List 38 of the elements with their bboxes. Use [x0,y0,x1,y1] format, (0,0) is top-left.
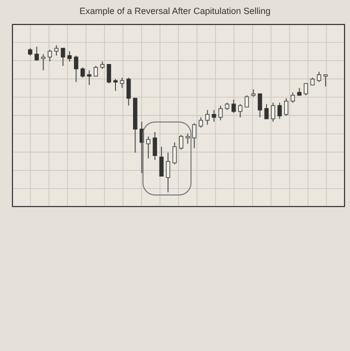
chart-title: Example of a Reversal After Capitulation Selling [78,5,272,18]
candlestick [166,152,170,193]
candlestick [179,134,184,150]
candlestick [284,98,288,116]
candlestick [192,122,196,149]
candlestick [218,105,223,121]
candlestick [238,104,242,118]
candlestick [120,77,124,88]
candlestick [159,146,164,177]
candlestick [126,77,131,106]
candlestick [94,65,98,77]
candlestick [212,109,216,122]
candlestick [34,46,39,61]
candlestick [232,99,236,114]
candlestick [146,136,150,159]
candlestick [244,94,249,108]
candlestick [74,55,78,83]
candlestick [60,48,66,66]
candlestick [304,83,308,96]
candlestick [152,132,158,160]
candlestick [198,116,203,128]
candlestick [67,50,72,62]
candlestick [277,102,282,120]
candlestick [290,92,295,104]
candlestick [113,78,118,92]
candlestick [87,70,92,86]
candlestick [186,133,190,144]
candlestick [258,93,262,118]
candlestick [205,109,210,126]
candlestick [41,54,46,71]
candlestick [54,44,59,56]
candlestick [316,71,322,83]
candlestick [48,49,52,62]
candlestick [264,104,269,120]
candlestick [172,142,177,165]
candlestick [106,64,112,84]
candlestick [80,66,85,78]
candlestick [270,102,276,122]
